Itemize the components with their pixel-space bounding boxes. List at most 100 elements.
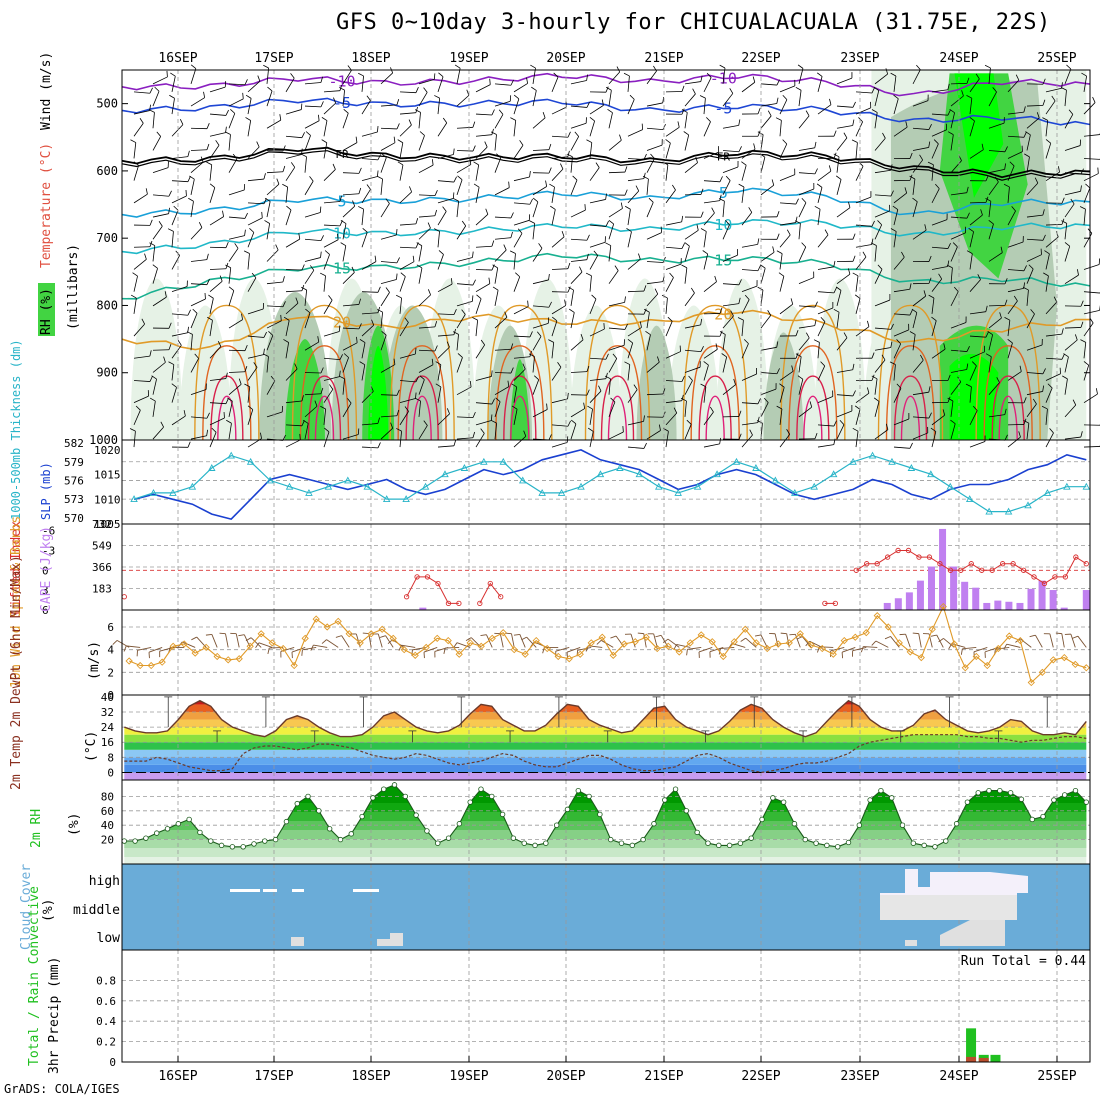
- wind-barb: [1083, 264, 1100, 270]
- wind-barb: [722, 201, 725, 218]
- wind-barb: [532, 223, 536, 240]
- wind-barb: [570, 371, 587, 373]
- rh-shade-mid: [636, 325, 677, 440]
- wind-barb: [684, 424, 692, 440]
- wind-speed-marker: [400, 646, 408, 654]
- wind-barb: [676, 644, 691, 648]
- wind-barb: [608, 208, 623, 218]
- wind-barb: [380, 72, 393, 85]
- y-axis-label: 2m Temp 2m DewPt (6hr Min/Max): [9, 555, 24, 790]
- isotherm-loop: [788, 345, 838, 441]
- wind-barb: [646, 102, 663, 107]
- wind-speed-marker: [994, 644, 1002, 653]
- wind-speed-marker: [741, 625, 749, 633]
- wind-barb-flag: [623, 72, 630, 77]
- wind-barb-flag: [772, 246, 775, 253]
- wind-barb-flag: [700, 188, 704, 195]
- wind-barb: [741, 402, 758, 405]
- wind-barb: [665, 164, 669, 181]
- wind-barb-flag: [1045, 139, 1051, 144]
- wind-barb-flag: [923, 290, 927, 297]
- wind-barb: [722, 315, 734, 329]
- wind-barb: [589, 199, 606, 204]
- wind-barb-flag: [496, 153, 502, 159]
- wind-barb-flag: [721, 353, 727, 358]
- wind-barb-flag: [1042, 78, 1046, 85]
- thickness-marker: [965, 495, 974, 503]
- wind-barb-flag: [262, 353, 269, 357]
- wind-barb-flag: [416, 264, 423, 269]
- wind-barb-flag: [217, 340, 222, 347]
- wind-barb: [988, 334, 994, 351]
- wind-barb: [741, 269, 758, 272]
- wind-barb-flag: [377, 417, 380, 424]
- wind-barb-flag: [404, 317, 409, 323]
- wind-barb: [494, 83, 511, 86]
- cloud-cell: [291, 937, 304, 946]
- wind-barb-flag: [132, 272, 138, 277]
- wind-barb: [209, 298, 214, 314]
- wind-barb: [475, 320, 479, 337]
- wind-barb-flag: [187, 176, 191, 182]
- wind-barb: [152, 76, 168, 85]
- wind-barb: [570, 179, 578, 196]
- cloud-cell: [377, 939, 392, 946]
- y-axis-label: (m/s): [87, 641, 102, 680]
- wind-barb-flag: [796, 636, 803, 640]
- wind-barb: [608, 401, 616, 418]
- wind-barb: [209, 402, 226, 405]
- wind-panel-frame: [121, 609, 1091, 696]
- wind-barb-flag: [797, 64, 804, 69]
- wind-barb: [684, 230, 699, 240]
- wind-barb-flag: [282, 145, 286, 152]
- y-tick-label: 4: [107, 644, 114, 657]
- wind-barb-flag: [814, 205, 821, 210]
- wind-barb: [570, 156, 573, 173]
- x-tick-label-top: 21SEP: [644, 51, 683, 66]
- wind-speed-marker: [840, 636, 848, 645]
- wind-barb: [931, 266, 948, 270]
- wind-barb-flag: [695, 156, 698, 163]
- wind-barb: [228, 113, 236, 129]
- wind-barb: [741, 186, 745, 203]
- wind-barb-flag: [655, 634, 662, 638]
- cape-bar: [927, 566, 935, 610]
- y-tick-label: 6: [107, 621, 114, 634]
- wind-barb: [285, 209, 292, 226]
- wind-barb-flag: [568, 286, 574, 291]
- chart-title: GFS 0~10day 3-hourly for CHICUALACUALA (…: [336, 10, 1051, 35]
- wind-barb: [855, 392, 870, 403]
- wind-barb: [1035, 634, 1043, 648]
- wind-speed-marker: [191, 649, 199, 657]
- wind-barb: [1006, 643, 1021, 648]
- wind-barb-flag: [255, 642, 260, 648]
- wind-barb-flag: [860, 646, 864, 653]
- wind-barb-flag: [1004, 278, 1008, 285]
- wind-barb: [551, 305, 566, 315]
- y-axis-label: (°C): [84, 731, 99, 762]
- wind-barb: [133, 380, 150, 382]
- thickness-marker: [693, 482, 702, 490]
- wind-barb: [399, 112, 416, 115]
- run-total-label: Run Total = 0.44: [961, 954, 1086, 969]
- wind-barb-flag: [548, 434, 552, 441]
- wind-barb-flag: [206, 161, 212, 166]
- rh-marker: [597, 811, 603, 818]
- wind-barb-flag: [129, 428, 136, 432]
- wind-barb-flag: [438, 72, 444, 78]
- wind-barb-flag: [491, 109, 495, 116]
- slp-line: [133, 449, 1087, 520]
- wind-barb: [665, 189, 676, 204]
- rh-marker: [791, 821, 798, 827]
- wind-barb-flag: [244, 383, 250, 388]
- rh-marker: [262, 838, 268, 844]
- y-tick-label: 0.2: [96, 1036, 116, 1049]
- thickness-marker: [324, 482, 333, 490]
- rh-marker: [532, 842, 538, 849]
- wind-barb: [152, 426, 164, 440]
- wind-barb-flag: [699, 95, 706, 99]
- cape-bar: [1060, 607, 1068, 610]
- wind-barb: [437, 180, 454, 183]
- wind-barb-flag: [892, 205, 899, 210]
- wind-barb: [817, 209, 821, 226]
